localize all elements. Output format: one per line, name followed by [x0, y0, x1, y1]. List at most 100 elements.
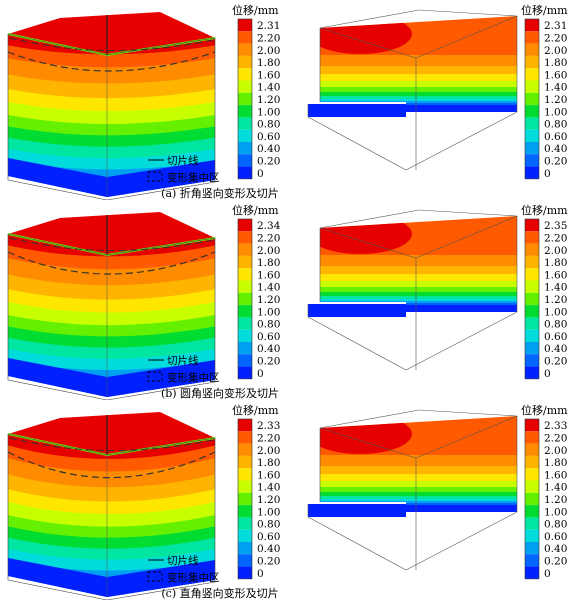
- colorbar-tick-label: 1.60: [257, 269, 280, 281]
- colorbar-tick-label: 0.20: [544, 155, 567, 167]
- deformation-band: [8, 258, 215, 287]
- colorbar-tick-label: 2.00: [257, 45, 280, 57]
- slice-band: [320, 274, 517, 282]
- colorbar-swatch: [525, 19, 539, 32]
- colorbar-tick-label: 0.80: [544, 319, 567, 331]
- colorbar-tick-label: 1.20: [544, 494, 567, 506]
- colorbar-swatch: [238, 455, 252, 469]
- slice-base-ledge: [308, 504, 406, 517]
- colorbar-border: [524, 18, 540, 180]
- wireframe-edge: [307, 116, 407, 171]
- colorbar-swatch: [525, 354, 539, 367]
- colorbar-swatch: [525, 255, 539, 269]
- colorbar-swatch: [525, 292, 539, 306]
- colorbar-tick-label: 1.40: [544, 82, 567, 94]
- panel-caption: (b) 圆角竖向变形及切片: [161, 386, 279, 400]
- colorbar-swatch: [525, 243, 539, 256]
- colorbar-tick-label: 1.20: [257, 494, 280, 506]
- wireframe-edge: [415, 215, 518, 259]
- colorbar-swatch: [525, 305, 539, 318]
- wireframe-edge: [319, 227, 417, 259]
- colorbar-tick-label: 0: [544, 568, 551, 580]
- colorbar-tick-label: 0: [257, 168, 264, 180]
- slice-band: [320, 505, 517, 512]
- colorbar-tick-label: 0.80: [257, 119, 280, 131]
- colorbar-swatch: [525, 105, 539, 118]
- wireframe-edge: [405, 311, 518, 371]
- colorbar-swatch: [525, 554, 539, 567]
- colorbar-tick-label: 1.00: [544, 506, 567, 518]
- deformation-band: [8, 245, 215, 271]
- colorbar-swatch: [525, 31, 539, 44]
- colorbar-swatch: [238, 517, 252, 530]
- colorbar-tick-label: 0.60: [544, 131, 567, 143]
- colorbar-swatch: [238, 317, 252, 330]
- colorbar-swatch: [238, 142, 252, 155]
- colorbar-tick-label: 0.40: [544, 543, 567, 555]
- colorbar-tick-label: 2.20: [257, 432, 280, 444]
- colorbar-swatch: [238, 55, 252, 69]
- colorbar-border: [237, 218, 253, 380]
- colorbar-tick-label: 2.20: [257, 32, 280, 44]
- colorbar-tick-label: 1.20: [544, 94, 567, 106]
- deformation-band: [8, 126, 215, 148]
- colorbar-tick-label: 1.60: [544, 69, 567, 81]
- deformation-band: [8, 502, 215, 528]
- colorbar-swatch: [238, 105, 252, 118]
- slice-band: [320, 303, 517, 306]
- colorbar-swatch: [525, 517, 539, 530]
- deformation-block-front: [8, 234, 215, 397]
- colorbar-swatch: [238, 354, 252, 367]
- colorbar-tick-label: 2.35: [544, 220, 567, 232]
- legend-slice-line-label: 切片线: [167, 554, 199, 567]
- colorbar-swatch: [238, 342, 252, 355]
- slice-band: [320, 96, 517, 100]
- colorbar-tick-label: 1.00: [257, 506, 280, 518]
- slice-band: [320, 103, 517, 106]
- colorbar-swatch: [525, 342, 539, 355]
- deformation-band: [8, 515, 215, 539]
- colorbar-swatch: [238, 268, 252, 281]
- colorbar-tick-label: 2.20: [544, 32, 567, 44]
- colorbar-tick-label: 1.40: [544, 282, 567, 294]
- legend-title: 位移/mm: [521, 203, 568, 217]
- slice-band: [320, 266, 517, 275]
- colorbar-swatch: [238, 292, 252, 306]
- colorbar-swatch: [238, 305, 252, 318]
- panel-caption: (a) 折角竖向变形及切片: [161, 186, 279, 200]
- slice-band: [320, 87, 517, 93]
- block-outline: [7, 233, 216, 400]
- colorbar-tick-label: 2.20: [544, 432, 567, 444]
- colorbar-swatch: [525, 366, 539, 379]
- legend-zone-symbol: [147, 571, 163, 582]
- slice-section: [320, 216, 517, 312]
- colorbar-border: [524, 218, 540, 380]
- wireframe-edge: [415, 15, 518, 59]
- colorbar-swatch: [525, 455, 539, 469]
- deformation-band: [8, 349, 215, 371]
- slice-band: [320, 466, 517, 475]
- colorbar-tick-label: 0.40: [257, 143, 280, 155]
- panel-b: 切片线变形集中区位移/mm2.342.202.001.801.601.401.2…: [7, 203, 568, 400]
- colorbar-swatch: [238, 443, 252, 456]
- panel-c: 切片线变形集中区位移/mm2.332.202.001.801.601.401.2…: [7, 403, 568, 600]
- colorbar-tick-label: 1.40: [257, 282, 280, 294]
- colorbar-swatch: [525, 142, 539, 155]
- deformation-band: [8, 326, 215, 349]
- colorbar-swatch: [238, 243, 252, 256]
- slice-band: [320, 487, 517, 493]
- slice-band: [320, 481, 517, 488]
- concentration-zone-outline: [9, 37, 214, 52]
- colorbar-tick-label: 0.40: [257, 343, 280, 355]
- colorbar-tick-label: 2.31: [544, 20, 567, 32]
- deformation-band: [8, 434, 215, 460]
- slice-band: [320, 81, 517, 88]
- colorbar-border: [237, 418, 253, 580]
- block-outline: [7, 433, 216, 600]
- slice-band: [320, 474, 517, 482]
- colorbar-swatch: [525, 505, 539, 518]
- colorbar-tick-label: 0.60: [544, 531, 567, 543]
- colorbar-swatch: [238, 480, 252, 493]
- colorbar-swatch: [238, 231, 252, 244]
- colorbar-swatch: [238, 154, 252, 167]
